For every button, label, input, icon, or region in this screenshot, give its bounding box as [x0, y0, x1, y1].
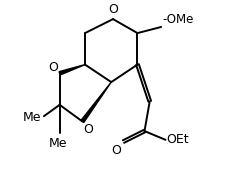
Polygon shape [81, 82, 111, 122]
Text: OEt: OEt [166, 133, 189, 146]
Polygon shape [59, 65, 85, 75]
Text: O: O [108, 3, 118, 16]
Text: O: O [111, 144, 121, 157]
Text: -OMe: -OMe [162, 13, 193, 26]
Text: Me: Me [23, 112, 41, 124]
Text: O: O [83, 123, 93, 136]
Text: O: O [48, 61, 58, 74]
Text: Me: Me [49, 137, 67, 150]
